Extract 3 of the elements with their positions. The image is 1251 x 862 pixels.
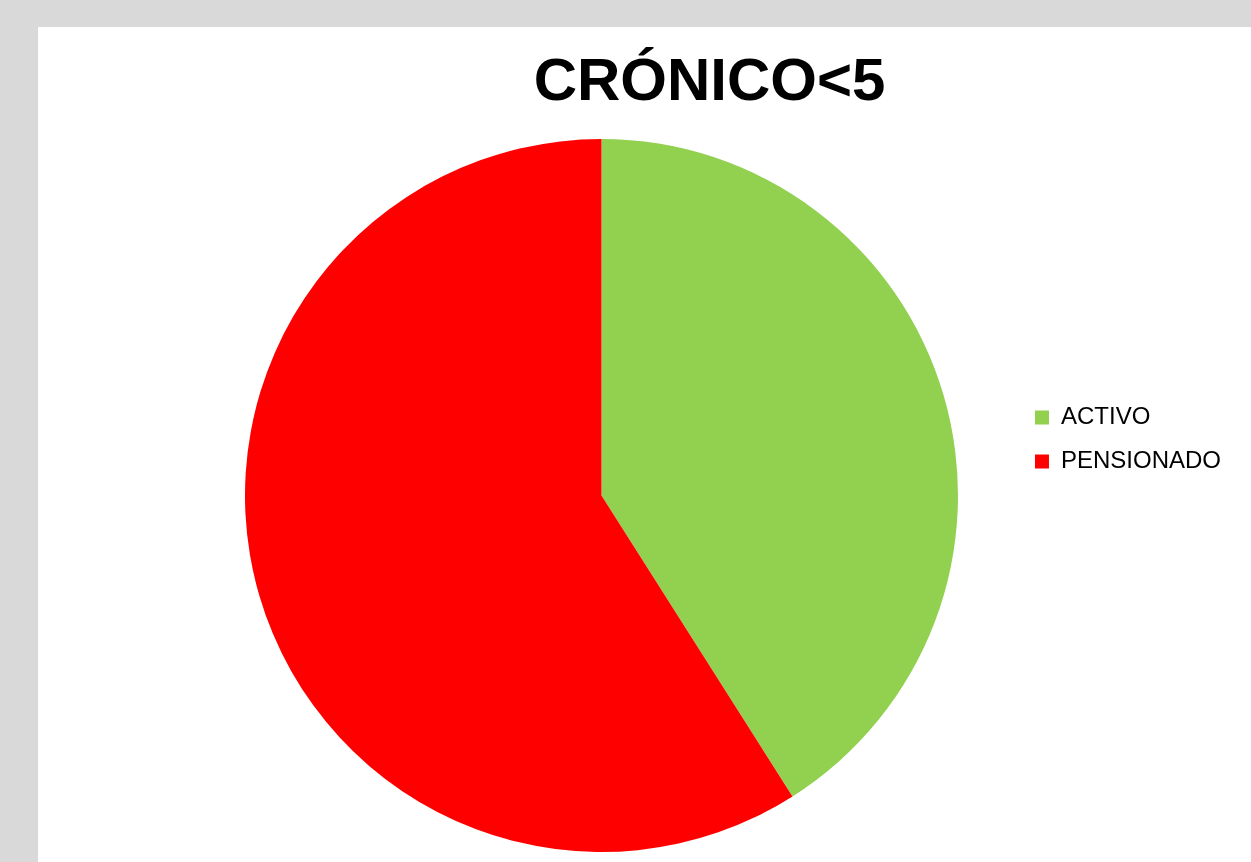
legend-label: PENSIONADO (1060, 446, 1221, 474)
chart-title: CRÓNICO<5 (533, 45, 886, 113)
legend-label: ACTIVO (1060, 402, 1151, 430)
